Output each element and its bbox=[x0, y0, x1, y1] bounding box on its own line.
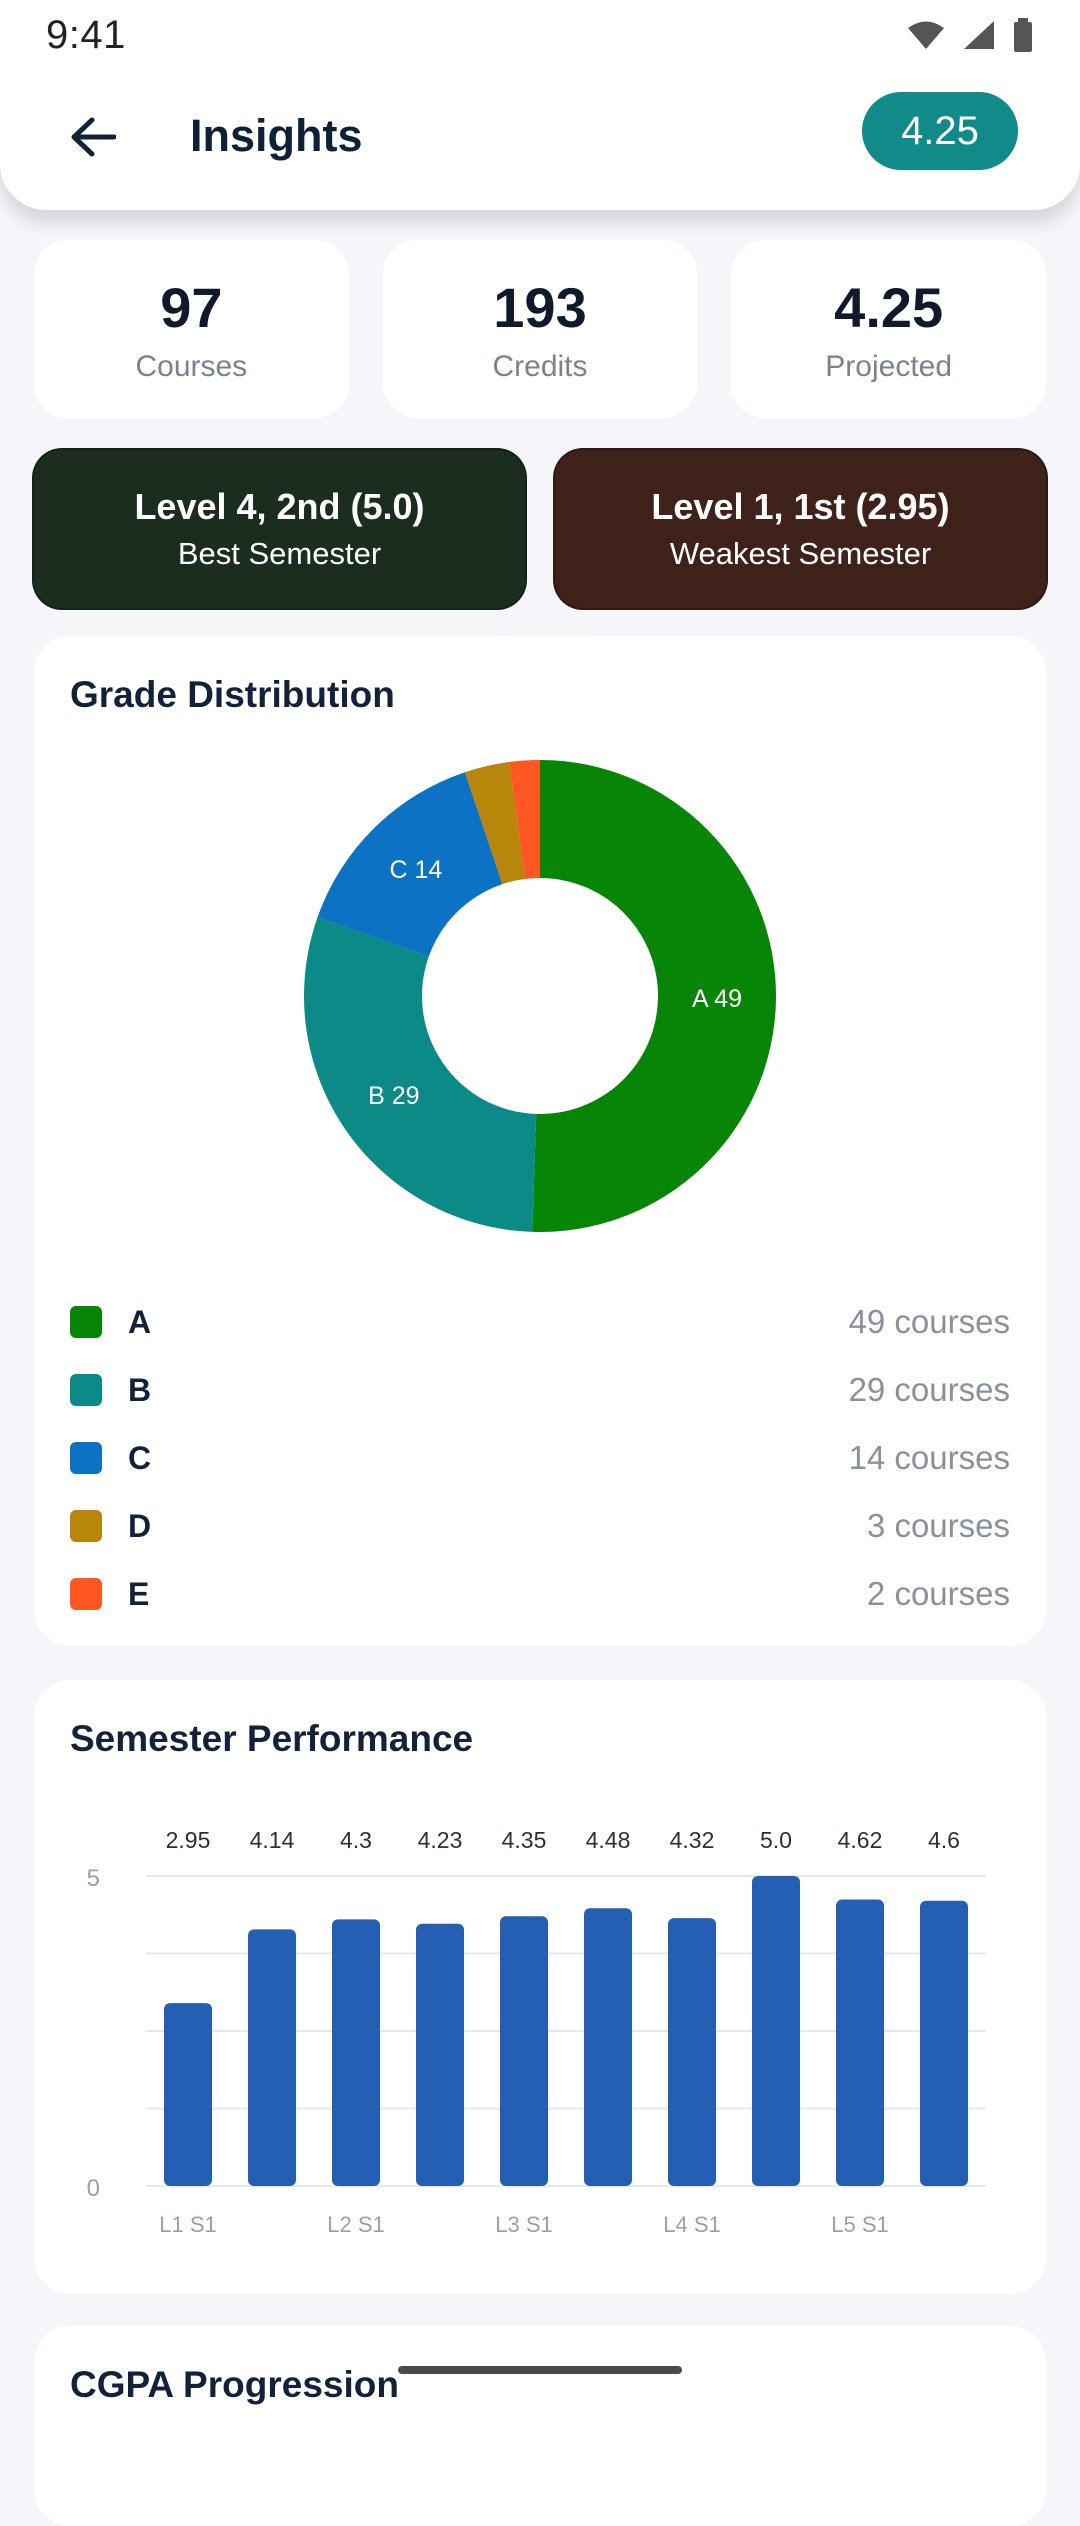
stat-label: Projected bbox=[825, 349, 953, 383]
stat-value: 193 bbox=[493, 275, 587, 339]
bar-value-label: 4.23 bbox=[418, 1827, 463, 1853]
legend-count: 29 courses bbox=[848, 1371, 1010, 1408]
x-tick-label: L2 S1 bbox=[327, 2212, 385, 2237]
weakest-semester-card: Level 1, 1st (2.95) Weakest Semester bbox=[553, 448, 1048, 610]
legend-grade: D bbox=[128, 1507, 152, 1544]
bar-value-label: 2.95 bbox=[166, 1827, 211, 1853]
donut-slice-b bbox=[303, 917, 537, 1232]
cgpa-progression-card: CGPA Progression bbox=[34, 2326, 1046, 2526]
wifi-icon bbox=[908, 21, 944, 49]
semester-performance-card: Semester Performance 5 0 2.95 L1 S1 4.14 4.3 L… bbox=[34, 1680, 1046, 2294]
legend-count: 3 courses bbox=[866, 1507, 1010, 1544]
legend-swatch bbox=[70, 1578, 102, 1610]
legend-swatch bbox=[70, 1374, 102, 1406]
best-semester-title: Level 4, 2nd (5.0) bbox=[134, 486, 425, 527]
legend-swatch bbox=[70, 1306, 102, 1338]
status-bar: 9:41 bbox=[0, 0, 1080, 70]
page-title: Insights bbox=[190, 110, 363, 161]
legend-item-c: C 14 courses bbox=[70, 1424, 1010, 1492]
legend-count: 2 courses bbox=[866, 1575, 1010, 1612]
bar[interactable] bbox=[332, 1919, 380, 2186]
bar-value-label: 4.48 bbox=[586, 1827, 631, 1853]
signal-icon bbox=[964, 21, 994, 49]
stat-label: Credits bbox=[492, 349, 588, 383]
grade-distribution-card: Grade Distribution A 49 B 29 C 14 A 49 cou… bbox=[34, 636, 1046, 1646]
app-bar: Insights 4.25 bbox=[0, 70, 1080, 210]
grade-donut-chart: A 49 B 29 C 14 bbox=[303, 760, 777, 1232]
bar[interactable] bbox=[836, 1899, 884, 2186]
bar-value-label: 4.32 bbox=[670, 1827, 715, 1853]
legend-grade: B bbox=[128, 1371, 152, 1408]
bar[interactable] bbox=[416, 1923, 464, 2186]
grade-legend: A 49 courses B 29 courses C 14 courses D… bbox=[70, 1288, 1010, 1628]
y-tick-label: 0 bbox=[87, 2175, 100, 2202]
gpa-badge[interactable]: 4.25 bbox=[862, 92, 1018, 170]
donut-slice-e bbox=[509, 760, 540, 879]
card-title: Semester Performance bbox=[70, 1718, 474, 1759]
legend-item-d: D 3 courses bbox=[70, 1492, 1010, 1560]
legend-count: 14 courses bbox=[848, 1439, 1010, 1476]
status-time: 9:41 bbox=[46, 12, 126, 57]
status-icons bbox=[906, 18, 1034, 52]
donut-slice-label: B 29 bbox=[368, 1082, 419, 1110]
arrow-back-icon bbox=[71, 117, 116, 157]
legend-swatch bbox=[70, 1510, 102, 1542]
donut-slice-label: C 14 bbox=[389, 856, 442, 884]
bar-value-label: 5.0 bbox=[760, 1827, 792, 1853]
back-button[interactable] bbox=[62, 106, 124, 168]
donut-slice-d bbox=[464, 761, 525, 885]
weakest-semester-subtitle: Weakest Semester bbox=[669, 536, 932, 571]
donut-slice-a bbox=[532, 760, 777, 1232]
stat-label: Courses bbox=[135, 349, 248, 383]
stat-card-courses: 97 Courses bbox=[34, 240, 349, 418]
best-semester-subtitle: Best Semester bbox=[177, 536, 382, 571]
bar[interactable] bbox=[248, 1929, 296, 2186]
donut-slice-label: A 49 bbox=[692, 985, 742, 1013]
card-title: Grade Distribution bbox=[70, 674, 395, 715]
x-tick-label: L4 S1 bbox=[663, 2212, 721, 2237]
bar-value-label: 4.3 bbox=[340, 1827, 372, 1853]
bar[interactable] bbox=[164, 2003, 212, 2186]
legend-grade: E bbox=[128, 1575, 150, 1612]
bar-value-label: 4.62 bbox=[838, 1827, 883, 1853]
legend-swatch bbox=[70, 1442, 102, 1474]
battery-icon bbox=[1014, 18, 1032, 52]
semester-bar-chart: 5 0 2.95 L1 S1 4.14 4.3 L2 S1 4.23 4.35 L3 S1 4.48… bbox=[87, 1827, 986, 2237]
legend-grade: A bbox=[128, 1303, 152, 1340]
bar[interactable] bbox=[752, 1876, 800, 2186]
stat-value: 97 bbox=[160, 275, 223, 339]
bar[interactable] bbox=[668, 1918, 716, 2186]
best-semester-card: Level 4, 2nd (5.0) Best Semester bbox=[32, 448, 527, 610]
y-tick-label: 5 bbox=[87, 1865, 100, 1892]
legend-item-b: B 29 courses bbox=[70, 1356, 1010, 1424]
bar-value-label: 4.35 bbox=[502, 1827, 547, 1853]
legend-grade: C bbox=[128, 1439, 152, 1476]
weakest-semester-title: Level 1, 1st (2.95) bbox=[651, 486, 950, 527]
card-title: CGPA Progression bbox=[70, 2364, 399, 2405]
x-tick-label: L3 S1 bbox=[495, 2212, 553, 2237]
semester-highlights: Level 4, 2nd (5.0) Best Semester Level 1… bbox=[32, 448, 1048, 610]
stats-row: 97 Courses 193 Credits 4.25 Projected bbox=[34, 240, 1047, 418]
stat-value: 4.25 bbox=[834, 275, 944, 339]
stat-card-credits: 193 Credits bbox=[382, 240, 698, 418]
legend-item-e: E 2 courses bbox=[70, 1560, 1010, 1628]
bar[interactable] bbox=[500, 1916, 548, 2186]
legend-count: 49 courses bbox=[848, 1303, 1010, 1340]
bar-value-label: 4.6 bbox=[928, 1827, 960, 1853]
bar[interactable] bbox=[584, 1908, 632, 2186]
bar-value-label: 4.14 bbox=[250, 1827, 295, 1853]
donut-slice-c bbox=[317, 772, 503, 957]
stat-card-projected: 4.25 Projected bbox=[731, 240, 1047, 418]
x-tick-label: L1 S1 bbox=[159, 2212, 217, 2237]
home-indicator[interactable] bbox=[398, 2366, 682, 2374]
x-tick-label: L5 S1 bbox=[831, 2212, 889, 2237]
bar[interactable] bbox=[920, 1900, 968, 2186]
legend-item-a: A 49 courses bbox=[70, 1288, 1010, 1356]
